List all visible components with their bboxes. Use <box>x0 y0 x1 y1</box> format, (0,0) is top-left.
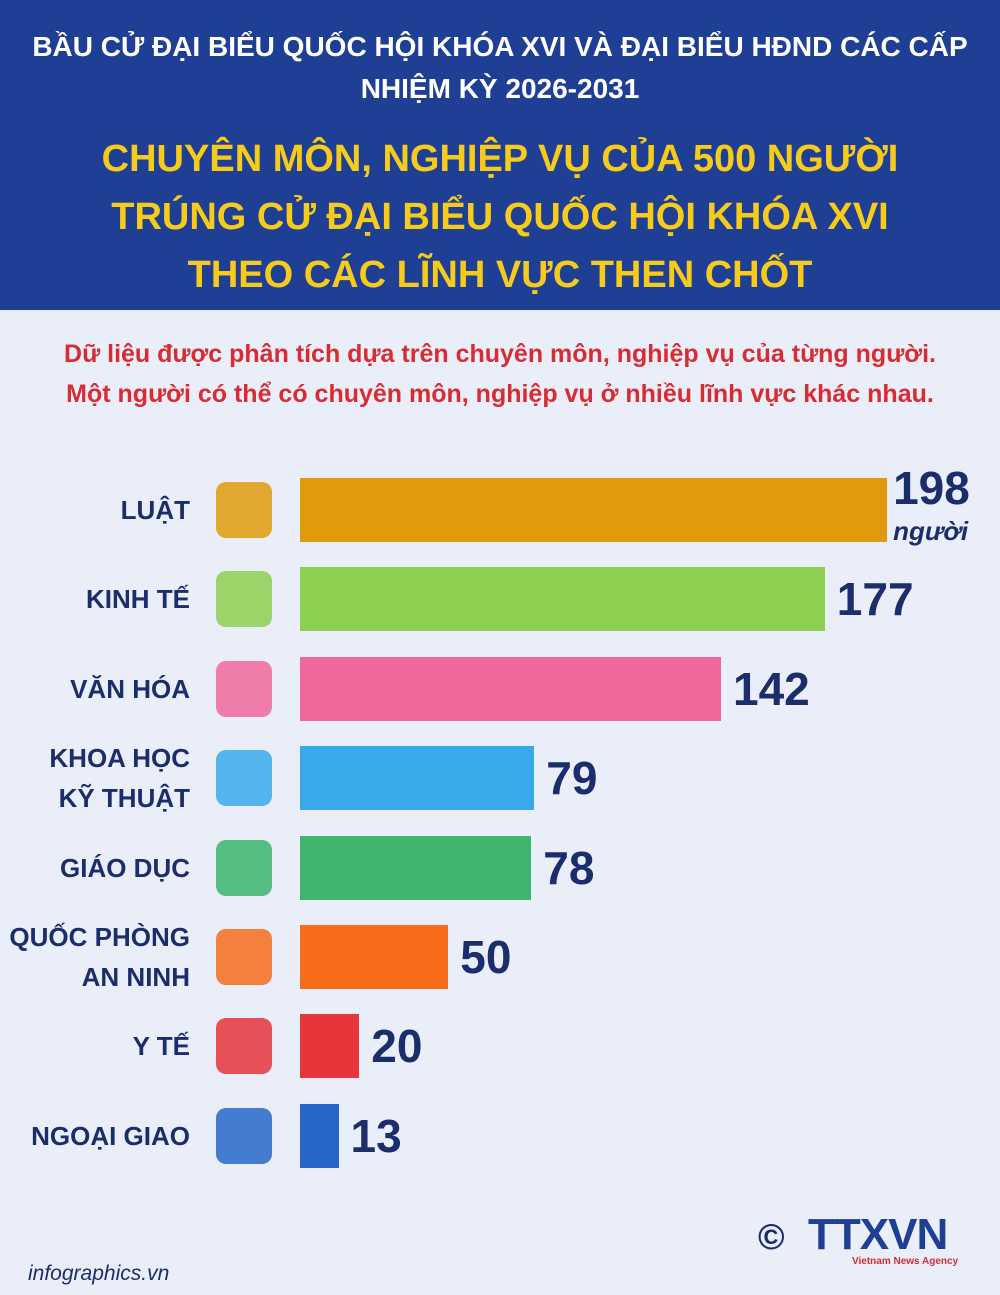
agency-logo: TTXVN <box>808 1210 948 1259</box>
category-label: KINH TẾ <box>86 584 190 615</box>
bar <box>300 1103 339 1168</box>
icon <box>216 482 272 538</box>
subtitle: Dữ liệu được phân tích dựa trên chuyên m… <box>64 340 936 408</box>
icon <box>216 571 272 628</box>
category-label: Y TẾ <box>132 1031 190 1062</box>
icon <box>216 1018 272 1075</box>
category-label: GIÁO DỤC <box>60 852 190 883</box>
value-label: 50 <box>460 931 512 983</box>
icon <box>216 660 272 717</box>
copyright: © <box>758 1216 785 1257</box>
category-label: LUẬT <box>120 495 190 525</box>
value-label: 13 <box>350 1109 402 1162</box>
headline: CHUYÊN MÔN, NGHIỆP VỤ CỦA 500 NGƯỜI TRÚN… <box>101 138 899 296</box>
category-label: QUỐC PHÒNG AN NINH <box>9 922 190 992</box>
header-band <box>0 0 1000 310</box>
bar <box>300 1014 360 1079</box>
bar <box>300 925 449 989</box>
value-label: 20 <box>371 1020 423 1073</box>
value-label: 78 <box>543 841 595 894</box>
agency-name: Vietnam News Agency <box>852 1256 959 1267</box>
value-label: 142 <box>733 662 810 715</box>
bar <box>300 478 888 542</box>
value-label: 177 <box>836 573 914 626</box>
unit-label: người <box>893 516 969 546</box>
icon <box>216 750 272 807</box>
icon <box>216 1107 272 1164</box>
bar <box>300 656 722 721</box>
header-title: BẦU CỬ ĐẠI BIỂU QUỐC HỘI KHÓA XVI VÀ ĐẠI… <box>32 31 968 104</box>
icon <box>216 839 272 896</box>
bar <box>300 567 825 632</box>
category-label: KHOA HỌC KỸ THUẬT <box>49 743 190 814</box>
bar <box>300 746 535 811</box>
category-label: VĂN HÓA <box>70 673 190 704</box>
source: infographics.vn <box>28 1262 170 1285</box>
bar <box>300 835 532 900</box>
icon <box>216 929 272 985</box>
value-label: 79 <box>546 752 598 805</box>
category-label: NGOẠI GIAO <box>31 1120 190 1151</box>
value-label: 198 <box>893 462 970 514</box>
